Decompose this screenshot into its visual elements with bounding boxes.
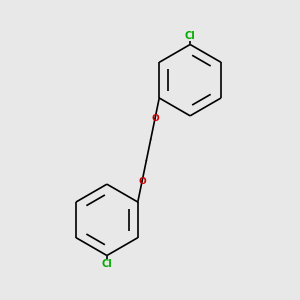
Text: Cl: Cl: [185, 31, 196, 41]
Text: Cl: Cl: [101, 259, 112, 269]
Text: O: O: [138, 177, 146, 186]
Text: O: O: [151, 114, 159, 123]
